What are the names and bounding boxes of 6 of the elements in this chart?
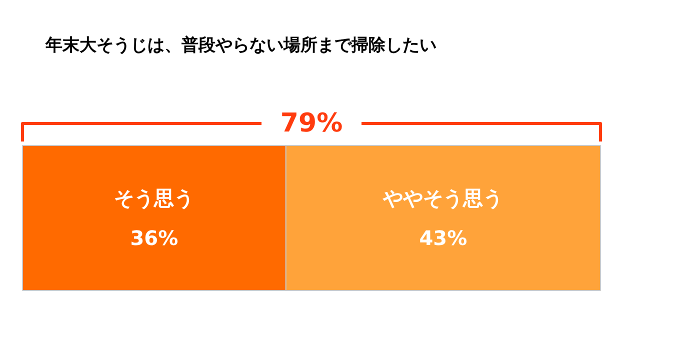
- chart-title: 年末大そうじは、普段やらない場所まで掃除したい: [44, 34, 436, 56]
- total-label: 79%: [280, 108, 343, 138]
- series-label: ややそう思う: [382, 186, 504, 210]
- series-label: そう思う: [114, 186, 194, 210]
- data-label: 43%: [419, 226, 468, 250]
- data-label: 36%: [130, 226, 178, 250]
